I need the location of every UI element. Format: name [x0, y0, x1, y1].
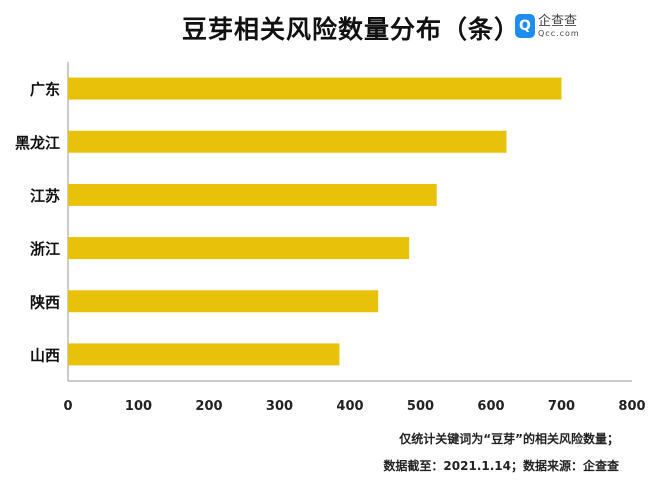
- x-tick-label: 800: [618, 399, 645, 414]
- category-label: 黑龙江: [15, 134, 60, 152]
- x-tick-label: 700: [548, 399, 575, 414]
- note-2: 数据截至：2021.1.14；数据来源：企查查: [383, 459, 619, 473]
- bar-陕西: [68, 290, 379, 313]
- bar-江苏: [68, 183, 437, 206]
- x-tick-label: 0: [63, 399, 72, 414]
- x-tick-label: 600: [477, 399, 504, 414]
- bar-山西: [68, 343, 340, 366]
- bar-广东: [68, 77, 562, 100]
- x-tick-label: 300: [266, 399, 293, 414]
- bar-浙江: [68, 237, 410, 260]
- category-label: 江苏: [30, 187, 60, 205]
- category-label: 陕西: [30, 293, 60, 311]
- bar-黑龙江: [68, 130, 507, 153]
- x-tick-label: 400: [336, 399, 363, 414]
- category-label: 广东: [30, 81, 60, 99]
- x-tick-label: 500: [407, 399, 434, 414]
- logo-name: 企查查: [538, 13, 578, 29]
- x-tick-label: 100: [125, 399, 152, 414]
- chart-title: 豆芽相关风险数量分布（条）: [181, 15, 520, 44]
- category-label: 山西: [30, 346, 60, 364]
- category-label: 浙江: [30, 240, 60, 258]
- logo-domain: Qcc.com: [538, 28, 580, 38]
- logo: Q 企查查 Qcc.com: [515, 14, 580, 38]
- x-tick-label: 200: [195, 399, 222, 414]
- note-1: 仅统计关键词为“豆芽”的相关风险数量；: [399, 432, 619, 446]
- qcc-logo-icon: Q: [515, 14, 535, 38]
